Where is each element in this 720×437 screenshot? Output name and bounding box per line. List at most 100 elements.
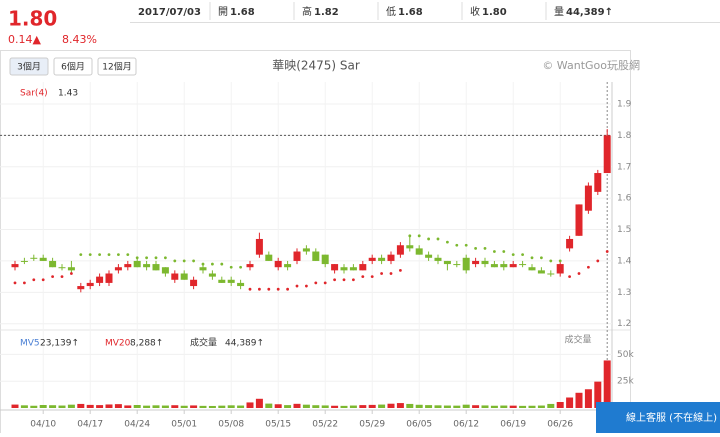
- candle-body: [133, 260, 141, 268]
- volume-bar: [481, 405, 489, 408]
- candle-body: [312, 251, 320, 261]
- volume-legend-value: 44,389↑: [225, 339, 264, 349]
- range-button-label[interactable]: 6個月: [61, 61, 85, 73]
- stat-label: 高: [302, 5, 312, 18]
- candle-body: [425, 254, 433, 258]
- y-tick-label: 25k: [617, 377, 634, 387]
- volume-bar: [509, 405, 517, 408]
- volume-bar: [114, 404, 122, 408]
- sar-dot: [60, 275, 64, 279]
- volume-label: 成交量: [564, 334, 591, 346]
- price: 1.80: [8, 7, 57, 31]
- sar-dot: [211, 262, 214, 266]
- volume-bar: [171, 405, 179, 408]
- candle-body: [603, 135, 611, 174]
- candle-body: [96, 276, 104, 283]
- sar-dot: [267, 287, 271, 291]
- y-tick-label: 1.9: [617, 99, 632, 109]
- candle-body: [58, 267, 66, 269]
- volume-bar: [199, 405, 207, 408]
- volume-legend-value: 8,288↑: [130, 339, 163, 349]
- range-button[interactable]: [53, 57, 93, 76]
- candle-body: [39, 257, 47, 261]
- sar-dot: [446, 240, 449, 244]
- sar-legend-value: 1.43: [58, 89, 78, 99]
- sar-dot: [239, 265, 243, 269]
- sar-dot: [276, 287, 280, 291]
- candle-body: [284, 264, 292, 268]
- y-tick-label: 1.6: [617, 194, 632, 204]
- sar-dot: [568, 275, 571, 279]
- range-button[interactable]: [9, 57, 49, 76]
- candle-body: [180, 273, 188, 280]
- x-tick-label: 06/12: [453, 420, 479, 430]
- volume-bar: [378, 404, 386, 408]
- candle-body: [584, 185, 592, 211]
- candle-body: [30, 257, 38, 259]
- volume-bar: [20, 405, 28, 408]
- sar-dot: [107, 253, 111, 257]
- volume-bar: [133, 405, 141, 408]
- candle-body: [406, 245, 414, 249]
- sar-dot: [558, 259, 562, 263]
- sar-dot: [605, 250, 609, 253]
- sar-dot: [464, 243, 468, 247]
- date: 2017/07/03: [138, 7, 201, 18]
- candle-body: [490, 264, 498, 268]
- volume-bar: [284, 405, 292, 408]
- sar-dot: [474, 246, 477, 250]
- candle-body: [11, 264, 19, 268]
- sar-dot: [145, 256, 149, 260]
- volume-bar: [340, 405, 348, 408]
- candle-body: [556, 264, 564, 274]
- change: 0.14▲: [8, 33, 41, 46]
- candle-body: [453, 264, 461, 266]
- x-tick-label: 05/15: [265, 420, 291, 430]
- candle-body: [246, 264, 254, 268]
- stat-value: 44,389↑: [566, 7, 613, 18]
- candle-body: [105, 273, 113, 283]
- x-tick-label: 05/08: [218, 420, 244, 430]
- candle-body: [77, 286, 85, 290]
- volume-bar: [594, 381, 602, 408]
- candle-body: [208, 273, 216, 277]
- volume-bar: [415, 404, 423, 408]
- sar-dot: [182, 259, 186, 263]
- volume-bar: [566, 397, 574, 408]
- sar-dot: [596, 259, 600, 263]
- volume-bar: [105, 404, 113, 408]
- volume-bar: [472, 405, 480, 408]
- stat-label: 量: [554, 6, 564, 18]
- range-button-label[interactable]: 3個月: [17, 61, 41, 73]
- sar-dot: [164, 256, 167, 260]
- volume-bar: [58, 405, 66, 408]
- volume-bar: [396, 403, 404, 408]
- candle-body: [415, 248, 423, 255]
- candle-body: [20, 260, 28, 262]
- stat-label: 收: [470, 5, 480, 18]
- sar-dot: [286, 287, 289, 291]
- candle-body: [190, 279, 198, 287]
- candle-body: [378, 257, 386, 261]
- volume-bar: [274, 404, 282, 408]
- stat-label: 開: [218, 6, 228, 18]
- candle-body: [349, 267, 357, 271]
- sar-dot: [51, 275, 54, 279]
- candle-body: [199, 267, 207, 271]
- candle-body: [509, 264, 517, 268]
- sar-dot: [220, 262, 224, 266]
- candle-body: [171, 273, 179, 280]
- range-button[interactable]: [97, 57, 137, 76]
- volume-bar: [537, 405, 545, 408]
- volume-bar: [331, 405, 339, 408]
- range-button-label[interactable]: 12個月: [102, 61, 131, 73]
- chat-button[interactable]: [596, 402, 720, 433]
- sar-dot: [389, 272, 393, 275]
- candle-body: [293, 251, 301, 261]
- candle-body: [396, 245, 404, 255]
- x-tick-label: 04/17: [77, 420, 103, 430]
- chat-button-label[interactable]: 線上客服 (不在線上): [626, 411, 717, 424]
- volume-bar: [86, 404, 94, 408]
- volume-bar: [406, 403, 414, 408]
